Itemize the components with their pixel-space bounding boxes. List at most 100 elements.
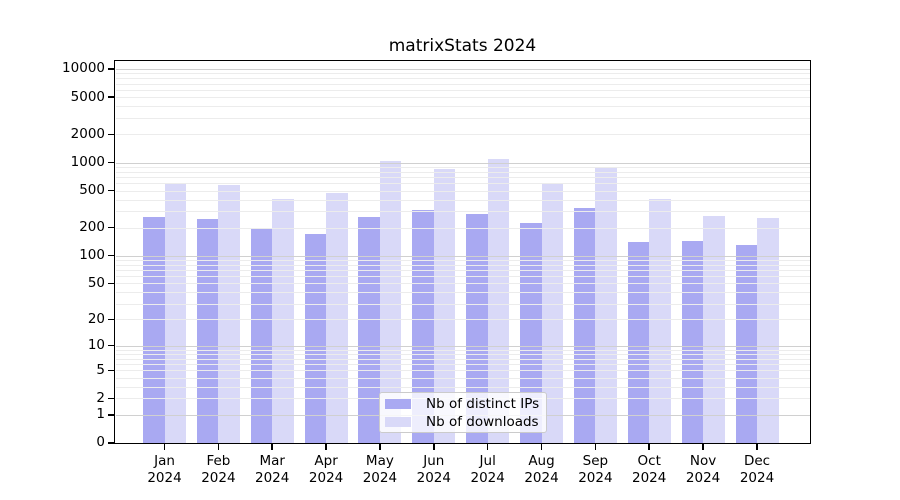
x-tick-label: Mar 2024 bbox=[255, 453, 290, 486]
plot-border bbox=[114, 60, 811, 444]
gridline bbox=[115, 319, 810, 321]
bar-downloads-jul bbox=[487, 159, 510, 443]
y-tick-mark bbox=[108, 282, 115, 285]
legend-label-distinct-ips: Nb of distinct IPs bbox=[426, 395, 540, 412]
gridline bbox=[115, 345, 810, 347]
bar-distinct-ips-may bbox=[358, 217, 380, 443]
y-tick-label: 20 bbox=[87, 310, 105, 327]
gridline bbox=[115, 117, 810, 119]
x-tick-label: Nov 2024 bbox=[685, 453, 721, 486]
y-tick-label: 0 bbox=[96, 434, 105, 451]
gridline bbox=[115, 283, 810, 285]
gridline bbox=[115, 269, 810, 271]
x-tick-label: Apr 2024 bbox=[308, 453, 344, 486]
bar-downloads-nov bbox=[703, 215, 725, 443]
legend: Nb of distinct IPs Nb of downloads bbox=[379, 392, 547, 433]
y-tick-label: 500 bbox=[79, 181, 105, 198]
bar-distinct-ips-sep bbox=[573, 208, 596, 443]
gridline bbox=[115, 259, 810, 261]
legend-swatch-downloads bbox=[385, 416, 411, 427]
bar-downloads-jun bbox=[433, 169, 456, 443]
x-tick-label: Dec 2024 bbox=[739, 453, 775, 486]
y-tick-mark bbox=[108, 369, 115, 372]
y-tick-label: 2000 bbox=[70, 125, 105, 142]
x-tick-label: Sep 2024 bbox=[578, 453, 613, 486]
bar-distinct-ips-jan bbox=[143, 217, 165, 443]
gridline bbox=[115, 358, 810, 360]
y-tick-label: 100 bbox=[79, 246, 105, 263]
x-tick-mark bbox=[379, 444, 381, 450]
gridline bbox=[115, 69, 810, 71]
legend-label-downloads: Nb of downloads bbox=[426, 413, 539, 430]
x-tick-label: Jun 2024 bbox=[416, 453, 451, 486]
x-tick-mark bbox=[594, 444, 597, 450]
bar-distinct-ips-aug bbox=[520, 222, 542, 443]
y-tick-mark bbox=[108, 344, 115, 347]
bar-downloads-sep bbox=[595, 167, 617, 443]
gridline bbox=[115, 83, 810, 85]
x-tick-mark bbox=[486, 444, 489, 450]
x-tick-label: Jul 2024 bbox=[470, 453, 505, 486]
x-tick-label: Oct 2024 bbox=[632, 453, 667, 486]
y-tick-mark bbox=[108, 161, 115, 164]
x-tick-mark bbox=[325, 444, 327, 450]
bar-downloads-mar bbox=[272, 198, 294, 443]
y-tick-label: 10 bbox=[87, 337, 105, 353]
x-tick-mark bbox=[702, 444, 704, 450]
y-tick-mark bbox=[108, 254, 115, 257]
gridline bbox=[115, 199, 810, 201]
y-tick-label: 5000 bbox=[70, 88, 105, 105]
gridline bbox=[115, 264, 810, 266]
y-tick-mark bbox=[108, 397, 115, 400]
x-tick-label: Jan 2024 bbox=[147, 453, 182, 486]
legend-row-downloads: Nb of downloads bbox=[385, 415, 546, 429]
legend-swatch-distinct-ips bbox=[385, 398, 411, 409]
legend-row-distinct-ips: Nb of distinct IPs bbox=[385, 397, 546, 411]
y-tick-label: 1000 bbox=[70, 153, 105, 170]
gridline bbox=[115, 171, 810, 173]
gridline bbox=[115, 190, 810, 192]
gridline bbox=[115, 211, 810, 213]
y-tick-label: 2 bbox=[96, 389, 105, 406]
x-tick-mark bbox=[163, 444, 166, 450]
bar-distinct-ips-nov bbox=[681, 240, 704, 443]
bar-distinct-ips-apr bbox=[304, 234, 327, 443]
y-tick-mark bbox=[108, 318, 115, 321]
y-tick-mark bbox=[108, 414, 115, 416]
x-tick-label: May 2024 bbox=[362, 453, 398, 486]
y-tick-label: 1 bbox=[96, 406, 105, 423]
gridline bbox=[115, 166, 810, 168]
gridline bbox=[115, 162, 810, 164]
bar-downloads-may bbox=[379, 161, 402, 443]
gridline bbox=[115, 97, 810, 99]
x-tick-mark bbox=[217, 444, 220, 450]
y-tick-mark bbox=[108, 68, 115, 70]
y-tick-mark bbox=[108, 442, 115, 444]
gridline bbox=[115, 134, 810, 136]
bar-distinct-ips-jun bbox=[412, 210, 434, 443]
y-tick-mark bbox=[108, 133, 115, 136]
gridline bbox=[115, 89, 810, 91]
x-tick-mark bbox=[540, 444, 543, 450]
chart-title: matrixStats 2024 bbox=[388, 36, 537, 56]
y-tick-label: 50 bbox=[87, 274, 105, 291]
y-tick-label: 200 bbox=[79, 219, 105, 235]
gridline bbox=[115, 292, 810, 294]
x-tick-label: Aug 2024 bbox=[524, 453, 559, 486]
x-tick-label: Feb 2024 bbox=[201, 453, 236, 486]
gridline bbox=[115, 177, 810, 178]
bar-distinct-ips-mar bbox=[250, 227, 273, 443]
y-tick-mark bbox=[108, 189, 115, 192]
y-tick-mark bbox=[108, 226, 115, 229]
gridline bbox=[115, 227, 810, 229]
gridline bbox=[115, 370, 810, 372]
y-tick-mark bbox=[108, 96, 115, 98]
gridline bbox=[115, 78, 810, 80]
gridline bbox=[115, 276, 810, 278]
gridline bbox=[115, 386, 810, 388]
gridline bbox=[115, 377, 810, 379]
gridline bbox=[115, 106, 810, 108]
